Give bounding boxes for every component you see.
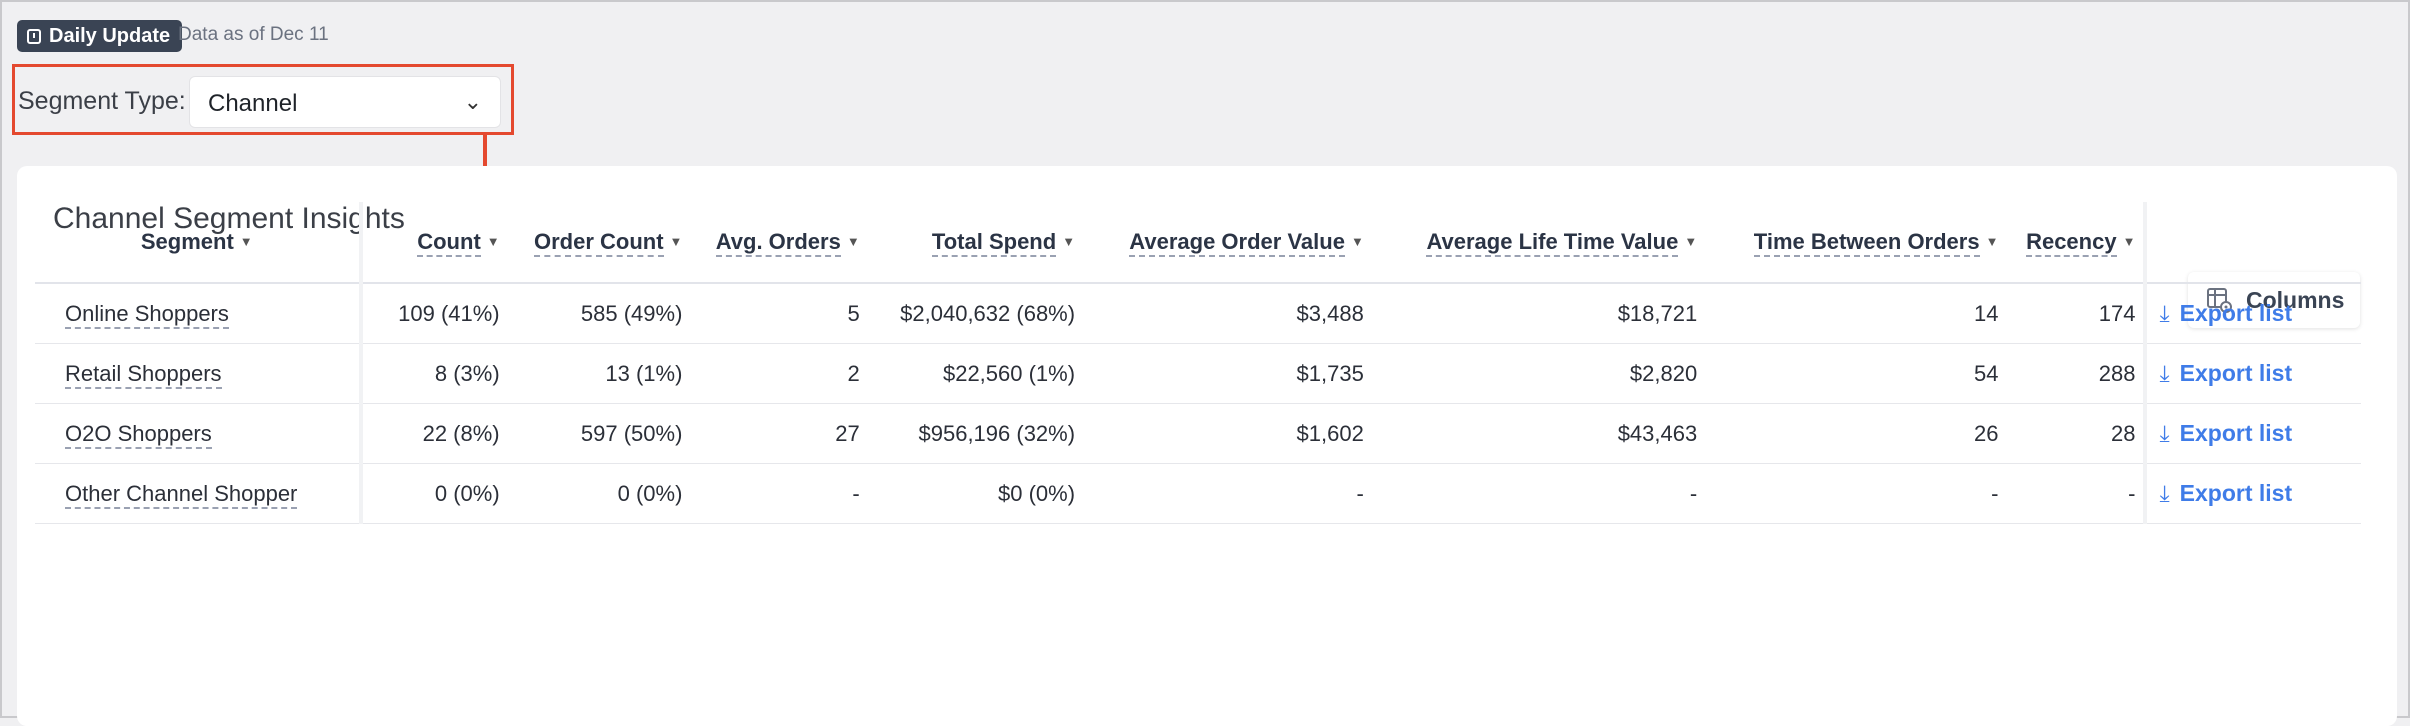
segment-type-value: Channel bbox=[208, 90, 298, 117]
badge-label: Daily Update bbox=[49, 24, 171, 47]
ltv-cell: $18,721 bbox=[1363, 283, 1698, 344]
segment-name-link[interactable]: Retail Shoppers bbox=[35, 343, 363, 404]
count-cell: 109 (41%) bbox=[360, 283, 500, 344]
segment-name-link[interactable]: Other Channel Shopper bbox=[35, 463, 363, 524]
caret-down-icon: ▼ bbox=[1350, 234, 1364, 249]
count-cell: 8 (3%) bbox=[360, 343, 500, 404]
total-spend-cell: $2,040,632 (68%) bbox=[859, 283, 1076, 344]
tbo-cell: 14 bbox=[1697, 283, 1999, 344]
column-header-total-spend[interactable]: Total Spend ▼ bbox=[859, 202, 1076, 284]
caret-down-icon: ▼ bbox=[1684, 234, 1698, 249]
count-cell: 22 (8%) bbox=[360, 403, 500, 464]
download-icon: ⤓ bbox=[2159, 360, 2170, 386]
download-icon: ⤓ bbox=[2159, 480, 2170, 506]
column-header-order-count[interactable]: Order Count ▼ bbox=[499, 202, 683, 284]
column-header-actions bbox=[2143, 202, 2361, 284]
daily-update-badge: Daily Update bbox=[17, 20, 183, 52]
table-row: O2O Shoppers 22 (8%) 597 (50%) 27 $956,1… bbox=[35, 403, 2361, 464]
ltv-cell: - bbox=[1363, 463, 1698, 524]
data-as-of-text: Data as of Dec 11 bbox=[178, 24, 329, 45]
caret-down-icon: ▼ bbox=[486, 234, 500, 249]
avg-orders-cell: 5 bbox=[682, 283, 860, 344]
export-list-button[interactable]: ⤓ Export list bbox=[2143, 463, 2361, 524]
caret-down-icon: ▼ bbox=[846, 234, 860, 249]
column-header-recency[interactable]: Recency ▼ bbox=[1998, 202, 2146, 284]
recency-cell: 288 bbox=[1998, 343, 2146, 404]
order-count-cell: 0 (0%) bbox=[499, 463, 683, 524]
segment-name-link[interactable]: Online Shoppers bbox=[35, 283, 363, 344]
column-header-average-order-value[interactable]: Average Order Value ▼ bbox=[1075, 202, 1364, 284]
export-list-button[interactable]: ⤓ Export list bbox=[2143, 283, 2361, 344]
caret-down-icon: ▼ bbox=[1985, 234, 1999, 249]
total-spend-cell: $22,560 (1%) bbox=[859, 343, 1076, 404]
recency-cell: 28 bbox=[1998, 403, 2146, 464]
segment-type-highlight-box bbox=[12, 64, 514, 135]
table-row: Online Shoppers 109 (41%) 585 (49%) 5 $2… bbox=[35, 283, 2361, 344]
segment-name-link[interactable]: O2O Shoppers bbox=[35, 403, 363, 464]
column-header-time-between-orders[interactable]: Time Between Orders ▼ bbox=[1697, 202, 1999, 284]
export-list-button[interactable]: ⤓ Export list bbox=[2143, 343, 2361, 404]
caret-down-icon: ▼ bbox=[239, 234, 253, 249]
ltv-cell: $2,820 bbox=[1363, 343, 1698, 404]
total-spend-cell: $0 (0%) bbox=[859, 463, 1076, 524]
recency-cell: - bbox=[1998, 463, 2146, 524]
column-header-count[interactable]: Count ▼ bbox=[360, 202, 500, 284]
order-count-cell: 597 (50%) bbox=[499, 403, 683, 464]
table-header-row: Segment ▼ Count ▼ Order Count ▼ Avg. Orders… bbox=[35, 202, 2361, 284]
tbo-cell: 26 bbox=[1697, 403, 1999, 464]
tbo-cell: - bbox=[1697, 463, 1999, 524]
segment-table: Segment ▼ Count ▼ Order Count ▼ Avg. Orders… bbox=[35, 202, 2361, 524]
download-icon: ⤓ bbox=[2159, 300, 2170, 326]
caret-down-icon: ▼ bbox=[2122, 234, 2136, 249]
table-row: Retail Shoppers 8 (3%) 13 (1%) 2 $22,560… bbox=[35, 343, 2361, 404]
segment-type-select[interactable]: Channel ⌄ bbox=[189, 76, 501, 128]
aov-cell: $1,602 bbox=[1075, 403, 1364, 464]
export-list-button[interactable]: ⤓ Export list bbox=[2143, 403, 2361, 464]
avg-orders-cell: 2 bbox=[682, 343, 860, 404]
avg-orders-cell: - bbox=[682, 463, 860, 524]
tbo-cell: 54 bbox=[1697, 343, 1999, 404]
table-row: Other Channel Shopper 0 (0%) 0 (0%) - $0… bbox=[35, 463, 2361, 524]
column-header-average-life-time-value[interactable]: Average Life Time Value ▼ bbox=[1363, 202, 1698, 284]
chevron-down-icon: ⌄ bbox=[463, 89, 482, 114]
aov-cell: $1,735 bbox=[1075, 343, 1364, 404]
avg-orders-cell: 27 bbox=[682, 403, 860, 464]
recency-cell: 174 bbox=[1998, 283, 2146, 344]
caret-down-icon: ▼ bbox=[669, 234, 683, 249]
calendar-icon bbox=[27, 28, 41, 44]
total-spend-cell: $956,196 (32%) bbox=[859, 403, 1076, 464]
download-icon: ⤓ bbox=[2159, 420, 2170, 446]
aov-cell: - bbox=[1075, 463, 1364, 524]
count-cell: 0 (0%) bbox=[360, 463, 500, 524]
aov-cell: $3,488 bbox=[1075, 283, 1364, 344]
order-count-cell: 13 (1%) bbox=[499, 343, 683, 404]
caret-down-icon: ▼ bbox=[1062, 234, 1076, 249]
column-header-segment[interactable]: Segment ▼ bbox=[35, 202, 363, 284]
segment-type-label: Segment Type: bbox=[18, 87, 186, 115]
order-count-cell: 585 (49%) bbox=[499, 283, 683, 344]
column-header-avg-orders[interactable]: Avg. Orders ▼ bbox=[682, 202, 860, 284]
ltv-cell: $43,463 bbox=[1363, 403, 1698, 464]
